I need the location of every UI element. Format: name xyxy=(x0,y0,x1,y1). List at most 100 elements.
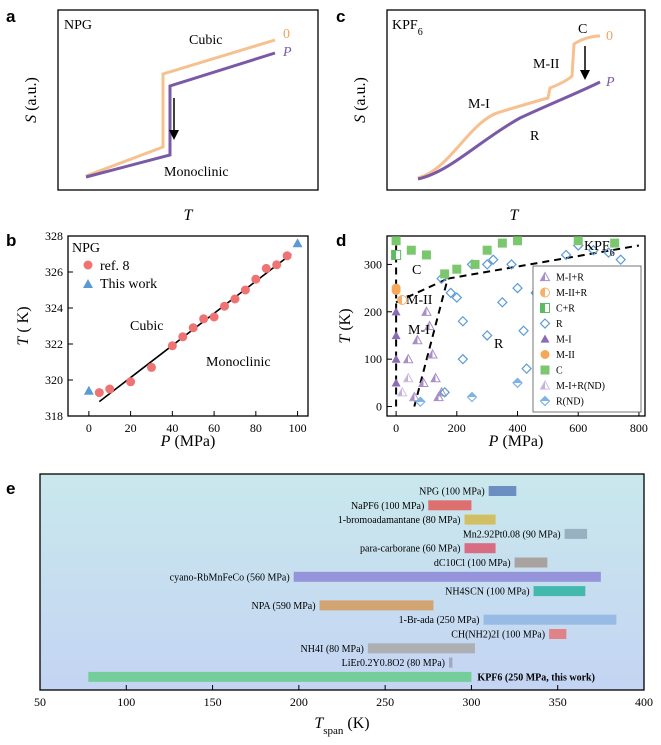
panel-b-point-ref xyxy=(240,285,250,295)
panel-d-legend-marker xyxy=(540,287,550,298)
panel-c-ylabel-text: (a.u.) xyxy=(352,77,369,115)
panel-e-xlabel-sub: span xyxy=(323,725,344,737)
panel-d-ytick-label: 100 xyxy=(364,352,382,366)
panel-b-xlabel: P (MPa) xyxy=(160,433,216,450)
panel-d-ylabel-text: (K) xyxy=(337,308,354,334)
panel-d-xtick-label: 600 xyxy=(569,421,587,435)
panel-a-label-cubic: Cubic xyxy=(189,33,222,48)
panel-d-point xyxy=(436,386,447,397)
panel-d-title-sub: 6 xyxy=(610,248,615,259)
panel-a-frame xyxy=(57,9,319,191)
panel-d-xlabel-text: (MPa) xyxy=(498,433,543,450)
panel-d-point xyxy=(391,378,401,387)
panel-d-point xyxy=(482,245,492,255)
panel-d-point xyxy=(439,386,451,398)
panel-d-ytick-label: 200 xyxy=(364,305,382,319)
panel-d-ticks: 0 200 400 600 800 0 100 200 300 xyxy=(364,257,648,435)
panel-b-ytick-label: 328 xyxy=(45,229,63,243)
panel-a-arrow-head xyxy=(169,130,179,140)
panel-d-point xyxy=(521,363,532,374)
panel-e-bar-label: para-carborane (60 MPa) xyxy=(360,544,461,555)
panel-d-frame xyxy=(386,235,646,417)
panel-e-bar-label: CH(NH2)2I (100 MPa) xyxy=(451,630,545,641)
panel-a-label-zero: 0 xyxy=(283,27,290,42)
panel-b-xtick-label: 100 xyxy=(289,421,307,435)
panel-d-letter: d xyxy=(336,231,346,250)
panel-d-point xyxy=(487,254,499,266)
panel-a-curve-zero xyxy=(85,38,276,178)
panel-c-title: KPF6 xyxy=(392,18,423,38)
panel-c-arrow-head xyxy=(580,70,590,80)
panel-d-point xyxy=(396,386,408,397)
panel-d-point xyxy=(433,391,444,402)
panel-d-point xyxy=(445,287,457,299)
panel-b-ytick-label: 320 xyxy=(45,373,63,387)
panel-b-xtick-label: 60 xyxy=(208,421,220,435)
panel-d-xtick-label: 800 xyxy=(630,421,648,435)
panel-d-point xyxy=(588,244,599,256)
panel-e-bar xyxy=(533,586,586,597)
panel-a-xlabel: T xyxy=(184,207,194,224)
panel-c-frame xyxy=(386,9,646,191)
panel-d-point xyxy=(513,236,523,246)
panel-b-ytick-label: 324 xyxy=(45,301,63,315)
panel-b-letter: b xyxy=(6,231,16,250)
panel-c-label-p: P xyxy=(605,75,615,90)
panel-a-title: NPG xyxy=(64,18,92,33)
panel-b-point-ref xyxy=(146,362,156,372)
panel-d-point xyxy=(470,259,480,269)
panel-b-point-ref xyxy=(105,384,115,394)
panel-d-marks xyxy=(391,236,627,408)
panel-b-xtick-label: 20 xyxy=(125,421,137,435)
panel-d-point xyxy=(496,296,508,308)
panel-d-legend-marker xyxy=(539,271,551,282)
panel-d-xlabel: P (MPa) xyxy=(488,433,544,450)
panel-e-bars: NPG (100 MPa) NaPF6 (100 MPa) 1-bromoadama… xyxy=(88,486,617,683)
panel-b-point-ref xyxy=(126,377,136,387)
panel-d-point xyxy=(397,294,408,305)
panel-b-label-cubic: Cubic xyxy=(130,319,163,334)
panel-d-point xyxy=(391,307,401,316)
panel-e-bar-label: Mn2.92Pt0.08 (90 MPa) xyxy=(463,529,561,540)
panel-b-point-ref xyxy=(178,332,188,342)
panel-d-point xyxy=(560,249,572,261)
panel-e-bar xyxy=(488,486,517,496)
panel-e-bar xyxy=(483,614,617,625)
panel-d-legend-marker xyxy=(539,379,551,390)
panel-e-bar xyxy=(464,514,496,525)
panel-c-curve-p xyxy=(417,80,601,181)
panel-b-xtick-label: 40 xyxy=(166,421,178,435)
panel-d-point xyxy=(481,259,493,270)
panel-e-letter: e xyxy=(6,479,15,498)
panel-a-label-p: P xyxy=(282,45,292,60)
panel-b-ticks: 0 20 40 60 80 100 318 320 322 324 326 328 xyxy=(45,229,307,435)
panel-e-bar-label: NPG (100 MPa) xyxy=(419,487,485,498)
panel-c-ylabel: S (a.u.) xyxy=(352,77,369,123)
panel-b-point-ref xyxy=(251,274,261,284)
panel-d-point xyxy=(452,264,462,274)
panel-e-xtick-label: 250 xyxy=(376,695,394,709)
panel-d-legend-marker xyxy=(540,365,550,375)
panel-e-bar xyxy=(464,543,496,554)
panel-d-point xyxy=(418,377,429,387)
panel-b: b NPG 0 20 40 60 80 100 318 320 322 324 326 328 T (… xyxy=(6,229,309,450)
panel-c-label-c: C xyxy=(578,22,587,37)
panel-e-xtick-label: 200 xyxy=(290,695,308,709)
panel-d-xtick-label: 0 xyxy=(393,421,399,435)
panel-b-legend-ref-marker xyxy=(83,260,93,270)
panel-e-bar xyxy=(549,629,567,639)
panel-d-point xyxy=(457,315,469,327)
panel-e-bar xyxy=(293,571,601,582)
panel-e-bar xyxy=(514,557,548,568)
panel-d-legend-label: C+R xyxy=(556,304,575,315)
panel-c-title-sub: 6 xyxy=(418,27,423,38)
panel-e-xtick-label: 150 xyxy=(204,695,222,709)
panel-d-ylabel: T (K) xyxy=(337,308,354,343)
panel-d-point xyxy=(402,353,414,364)
panel-d-point xyxy=(391,283,401,293)
panel-e-bar xyxy=(367,643,475,654)
panel-d-legend-marker xyxy=(540,350,550,359)
panel-d-point xyxy=(391,236,401,246)
panel-d-point xyxy=(421,306,432,316)
